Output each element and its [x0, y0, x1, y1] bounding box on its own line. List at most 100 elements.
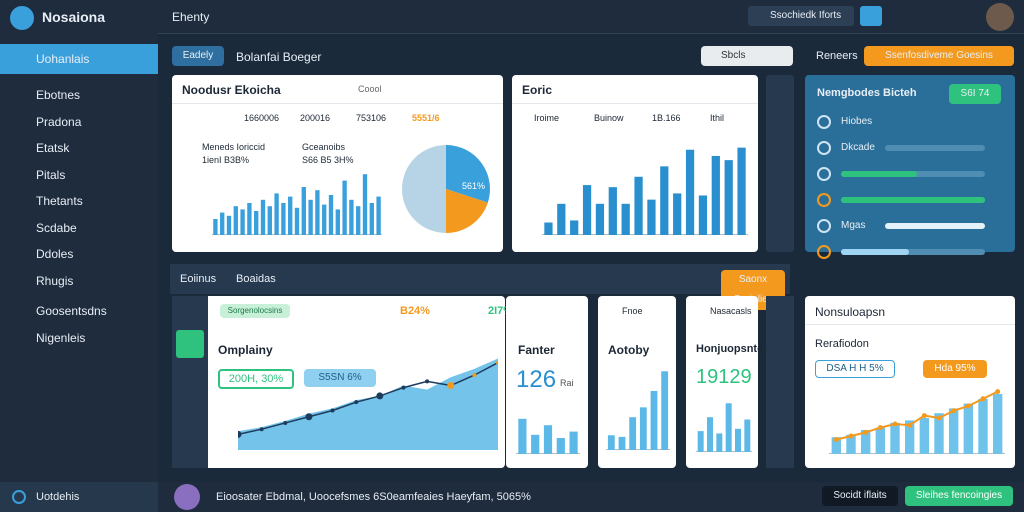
menu-item[interactable]: Ebotnes — [36, 88, 81, 102]
bar — [934, 413, 944, 454]
card-title: Eoric — [522, 83, 553, 97]
card-menu[interactable]: Nasacasls — [710, 306, 752, 316]
divider — [172, 103, 503, 104]
bar — [376, 196, 381, 235]
bar — [274, 193, 279, 235]
menu-item[interactable]: Goosentsdns — [36, 304, 107, 318]
legend: Iroime — [534, 113, 560, 123]
menu-item[interactable]: Thetants — [36, 194, 83, 208]
bar — [735, 428, 741, 452]
trend-card: Sorgenolocsins B24%2I7%1% Omplainy 200H,… — [208, 296, 548, 468]
eoric-card: Eoric Iroime Buinow 1B.166 Ithil — [512, 75, 758, 252]
row-icon — [817, 219, 831, 233]
point — [472, 373, 477, 378]
point — [965, 403, 971, 409]
bar — [716, 433, 723, 452]
menu-item[interactable]: Scdabe — [36, 220, 77, 235]
point — [995, 389, 1001, 395]
stat: 200016 — [300, 113, 331, 123]
sidebar-footer[interactable]: Uotdehis — [0, 482, 158, 512]
progress-fill — [841, 171, 918, 177]
line — [836, 390, 999, 441]
dropdown[interactable]: Eoiinus — [180, 273, 217, 285]
bar — [356, 206, 361, 235]
bar — [629, 417, 637, 450]
avatar[interactable] — [986, 3, 1014, 31]
point — [892, 421, 898, 427]
panel-title: Nemgbodes Bicteh — [817, 87, 917, 99]
point — [877, 425, 883, 431]
bar — [518, 418, 527, 454]
overview-card: Noodusr Ekoicha Coool 1660006 200016 75310… — [172, 75, 503, 252]
bar — [543, 425, 553, 454]
menu-item[interactable]: Rhugis — [36, 273, 74, 288]
legend-value: 1ienI B3B% — [202, 155, 250, 165]
logo — [10, 6, 34, 30]
bar — [948, 408, 959, 454]
card-menu[interactable]: Coool — [358, 84, 382, 94]
point — [907, 422, 913, 428]
point — [425, 379, 430, 384]
primary-btn[interactable]: Ssenfosdiveme Goesins — [864, 46, 1014, 66]
section-title: Boaidas — [236, 273, 276, 285]
pie-chart: 561% — [402, 145, 490, 233]
card-title: Honjuopsnte — [696, 343, 764, 355]
card-title: Omplainy — [218, 343, 273, 357]
side-tools — [766, 75, 794, 252]
bar — [618, 436, 626, 450]
footer-btn[interactable]: Sleihes fencoingies — [905, 486, 1013, 506]
select[interactable]: Sbcls — [701, 46, 793, 66]
line — [238, 361, 498, 436]
bar — [322, 204, 327, 235]
bar — [963, 403, 974, 454]
area-chart — [238, 358, 498, 450]
footer-text: Eioosater Ebdmal, Uoocefsmes 6S0eamfeaie… — [216, 491, 531, 503]
bar — [661, 371, 669, 450]
bar — [281, 203, 286, 235]
bar — [556, 438, 565, 454]
bar — [860, 430, 871, 454]
point — [848, 433, 854, 439]
dropdown[interactable]: Eadely — [172, 46, 224, 66]
progress-track — [841, 249, 985, 255]
progress-fill — [841, 249, 909, 255]
menu-item[interactable]: Ddoles — [36, 247, 74, 261]
combo-chart — [829, 389, 1005, 454]
topbar-title: Ehenty — [172, 10, 210, 24]
bar — [875, 427, 886, 454]
legend-label: Gceanoibs — [302, 142, 346, 152]
panel-btn[interactable]: S6I 74 — [949, 84, 1001, 104]
bar — [569, 431, 578, 454]
bar — [890, 422, 900, 454]
bar — [582, 185, 592, 235]
menu-item[interactable]: Pitals — [36, 167, 66, 182]
bar — [697, 431, 704, 452]
point — [305, 413, 313, 421]
user-chip[interactable]: Ssochiedk Iforts — [748, 6, 854, 26]
row-icon — [817, 167, 831, 181]
action-btn[interactable] — [860, 6, 882, 26]
footer-btn[interactable]: Socidt iflaits — [822, 486, 898, 506]
point — [330, 408, 335, 413]
menu-item[interactable]: Pradona — [36, 114, 82, 129]
bar — [254, 211, 259, 235]
team-panel: Nemgbodes Bicteh S6I 74 Hiobes Dkcade Mgas — [805, 75, 1015, 259]
menu-item[interactable]: Nigenleis — [36, 330, 86, 345]
area — [238, 358, 498, 450]
menu-item[interactable]: Etatsk — [36, 141, 70, 155]
bar-chart — [696, 403, 752, 452]
menu-item[interactable]: Uohanlais — [0, 44, 158, 74]
progress-track — [885, 223, 985, 229]
card-menu[interactable]: Fnoe — [622, 306, 643, 316]
bar — [342, 180, 347, 235]
pie-slice — [446, 189, 488, 233]
bar — [647, 199, 656, 235]
bar — [978, 398, 988, 454]
fanter-card: Fanter 126 Rai — [506, 296, 588, 468]
point — [833, 437, 839, 443]
bar — [349, 199, 354, 235]
tool-active[interactable] — [176, 330, 204, 358]
card-title: Noodusr Ekoicha — [182, 83, 281, 97]
bar — [846, 434, 856, 454]
bar — [220, 212, 225, 235]
